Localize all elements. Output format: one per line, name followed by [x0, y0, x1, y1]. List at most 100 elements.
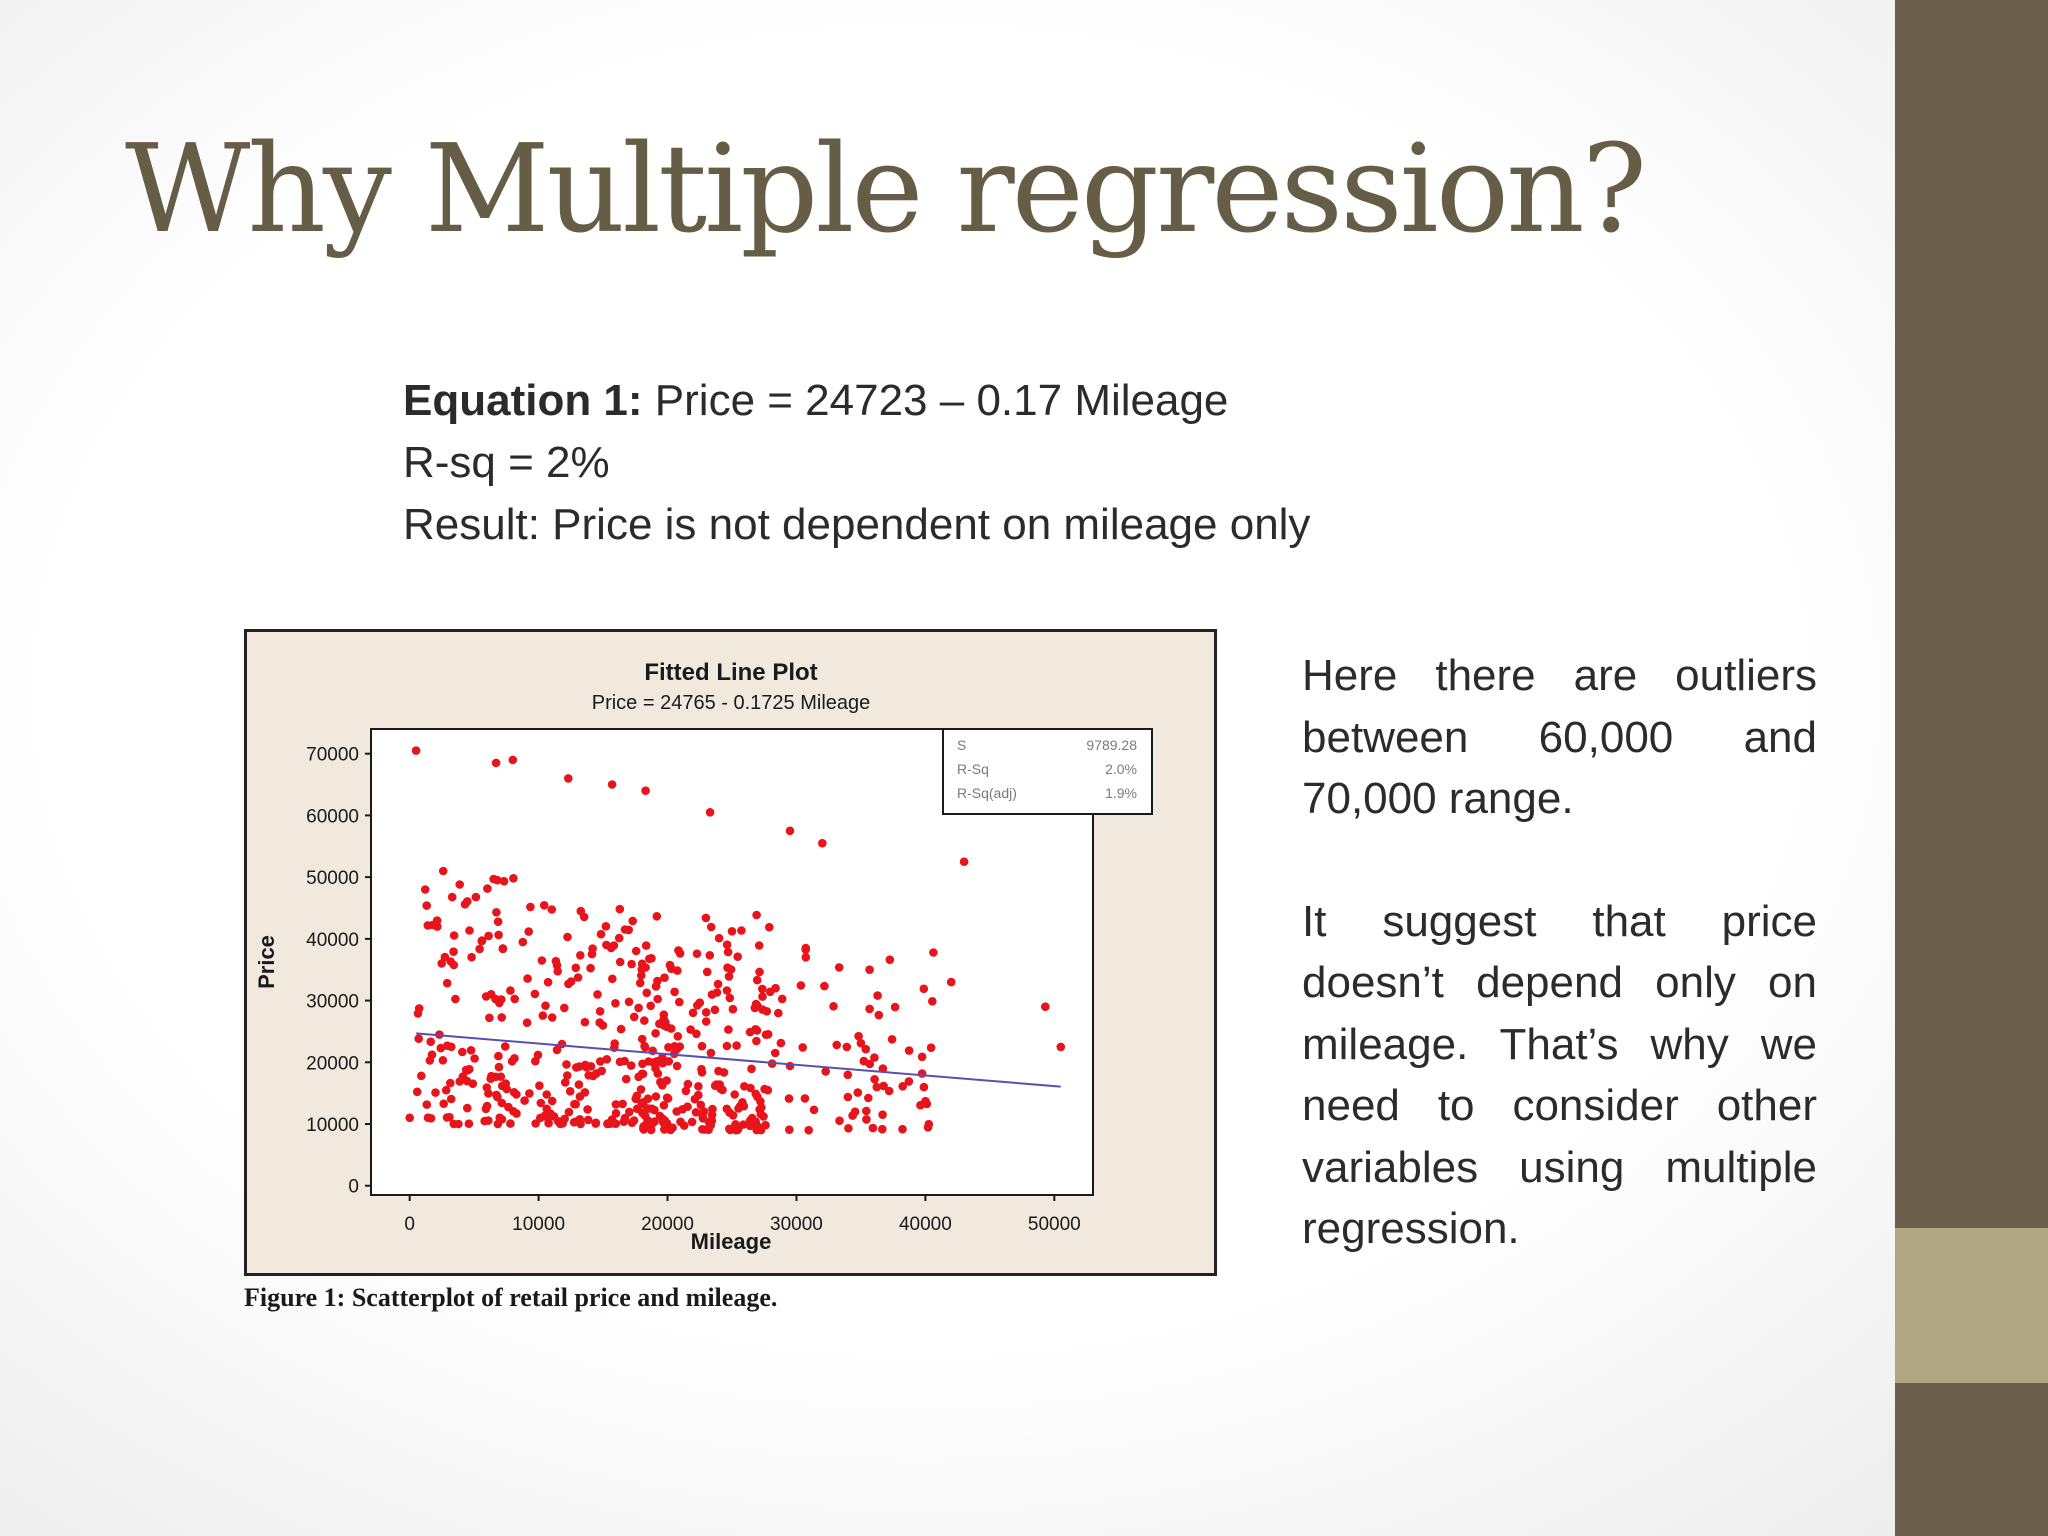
- data-point: [647, 954, 656, 963]
- data-point: [572, 1063, 581, 1072]
- data-point: [601, 922, 611, 931]
- data-point: [493, 917, 503, 926]
- stats-box: S 9789.28 R-Sq 2.0% R-Sq(adj) 1.9%: [942, 728, 1153, 815]
- x-tick-label: 10000: [512, 1214, 565, 1235]
- data-point: [734, 1104, 743, 1113]
- data-point: [608, 974, 617, 984]
- data-point: [733, 952, 742, 961]
- data-point: [697, 1041, 707, 1051]
- data-point: [796, 981, 806, 990]
- data-point: [637, 1034, 647, 1044]
- data-point: [592, 1069, 601, 1078]
- explanation-text: Here there are outliers between 60,000 a…: [1302, 645, 1817, 1321]
- data-point: [506, 986, 515, 995]
- data-point: [878, 1124, 887, 1134]
- result-line: Result: Price is not dependent on mileag…: [403, 500, 1311, 549]
- data-point: [732, 1041, 741, 1050]
- data-point: [498, 944, 508, 954]
- data-point: [616, 1024, 626, 1034]
- data-point: [776, 1038, 786, 1048]
- y-tick-label: 60000: [306, 806, 359, 827]
- data-point: [565, 1087, 575, 1096]
- data-point: [691, 1108, 701, 1117]
- data-point: [509, 1088, 519, 1097]
- data-point: [753, 1121, 762, 1131]
- y-tick-label: 0: [348, 1177, 359, 1198]
- data-point: [481, 1104, 491, 1114]
- data-point: [758, 992, 767, 1001]
- data-point: [570, 1099, 579, 1109]
- data-point: [417, 1071, 426, 1081]
- data-point: [507, 1057, 517, 1066]
- data-point: [763, 1085, 773, 1095]
- data-point: [420, 885, 430, 894]
- data-point: [694, 1082, 703, 1091]
- data-point: [483, 884, 492, 893]
- data-point: [638, 1059, 647, 1069]
- data-point: [487, 1071, 496, 1081]
- data-point: [629, 1012, 639, 1022]
- data-point: [611, 999, 620, 1008]
- data-point: [426, 1114, 436, 1123]
- data-point: [879, 1081, 888, 1091]
- data-point: [455, 1077, 464, 1086]
- data-point: [564, 979, 573, 989]
- data-point: [651, 982, 661, 991]
- data-point: [543, 977, 553, 987]
- data-point: [698, 1114, 708, 1123]
- data-point: [687, 1117, 697, 1127]
- data-point: [605, 1119, 615, 1128]
- data-point: [856, 1038, 866, 1048]
- data-point: [712, 988, 722, 997]
- data-point: [946, 977, 956, 987]
- data-point: [762, 1007, 772, 1016]
- data-point: [464, 1119, 474, 1128]
- data-point: [492, 908, 501, 917]
- data-point: [698, 1125, 707, 1134]
- data-point: [573, 973, 583, 982]
- data-point: [661, 1123, 670, 1133]
- y-axis: 0 10000 20000 30000 40000 50000 60000 70000: [306, 745, 371, 1198]
- chart-title: Fitted Line Plot: [644, 659, 817, 686]
- data-point: [696, 1100, 706, 1110]
- y-tick-label: 50000: [306, 868, 359, 889]
- data-point: [666, 1024, 676, 1033]
- data-point: [686, 1025, 695, 1034]
- data-point: [636, 1085, 646, 1094]
- data-point: [843, 1070, 853, 1080]
- data-point: [752, 1026, 762, 1035]
- data-point: [609, 941, 619, 950]
- data-point: [508, 755, 518, 765]
- data-point: [702, 967, 712, 977]
- data-point: [493, 875, 502, 885]
- data-point: [414, 1034, 423, 1043]
- data-point: [873, 991, 882, 1000]
- data-point: [653, 1069, 663, 1078]
- data-point: [497, 1098, 507, 1108]
- data-point: [722, 986, 732, 995]
- data-point: [821, 1067, 830, 1076]
- data-point: [874, 1010, 884, 1020]
- fitted-line: [416, 1032, 1061, 1088]
- data-point: [441, 1085, 451, 1095]
- data-point: [533, 1050, 543, 1060]
- data-point: [562, 1060, 571, 1069]
- data-point: [853, 1088, 863, 1097]
- data-point: [870, 1075, 879, 1084]
- data-point: [458, 1047, 467, 1057]
- data-point: [591, 1119, 600, 1128]
- data-point: [596, 1057, 605, 1066]
- data-point: [923, 1123, 933, 1132]
- data-point: [547, 1096, 557, 1106]
- stat-value: 2.0%: [1105, 761, 1137, 777]
- data-point: [595, 1007, 605, 1016]
- y-tick-label: 30000: [306, 992, 359, 1013]
- data-point: [624, 997, 634, 1007]
- slide-title: Why Multiple regression?: [125, 118, 1647, 260]
- data-point: [777, 994, 787, 1004]
- data-point: [716, 1084, 725, 1094]
- data-point: [466, 1046, 476, 1055]
- data-point: [678, 1105, 687, 1114]
- data-point: [765, 922, 774, 932]
- data-point: [624, 925, 633, 935]
